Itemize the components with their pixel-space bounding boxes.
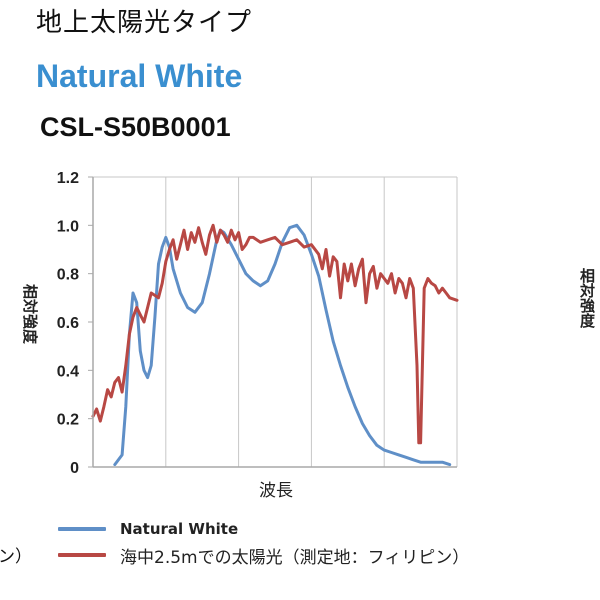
chart-legend: Natural White 海中2.5mでの太陽光（測定地：フィリピン） [58,516,469,568]
legend-swatch-blue [58,527,106,531]
y-tick-label: 0.2 [57,412,79,429]
legend-label: Natural White [120,520,239,538]
y-axis-label: 相対強度 [21,284,39,345]
y-tick-label: 0 [70,460,79,477]
legend-swatch-red [58,553,106,557]
series-line-natural-white [113,223,452,467]
x-axis-label: 波長 [259,481,293,501]
product-variant-title: Natural White [36,58,243,94]
y-tick-label: 1.0 [57,218,79,235]
chart-axes: 0 0.2 0.4 0.6 0.8 1.0 1.2 [57,170,457,477]
legend-item-natural-white: Natural White [58,516,469,542]
y-tick-label: 0.4 [57,363,79,380]
cropped-legend-fragment: ン） [0,547,32,567]
legend-item-sunlight-2-5m: 海中2.5mでの太陽光（測定地：フィリピン） [58,542,469,568]
series-line-sunlight-2-5m [91,223,459,445]
y-tick-label: 0.6 [57,315,79,332]
product-model-number: CSL-S50B0001 [40,112,231,142]
cropped-right-chart-ylabel: 相対強度 [578,268,596,328]
y-tick-label: 0.8 [57,267,79,284]
chart-grid [92,176,458,467]
legend-label: 海中2.5mでの太陽光（測定地：フィリピン） [120,547,470,568]
chart-series-group [91,223,459,467]
page-heading: 地上太陽光タイプ [36,8,253,38]
y-tick-label: 1.2 [57,170,79,187]
